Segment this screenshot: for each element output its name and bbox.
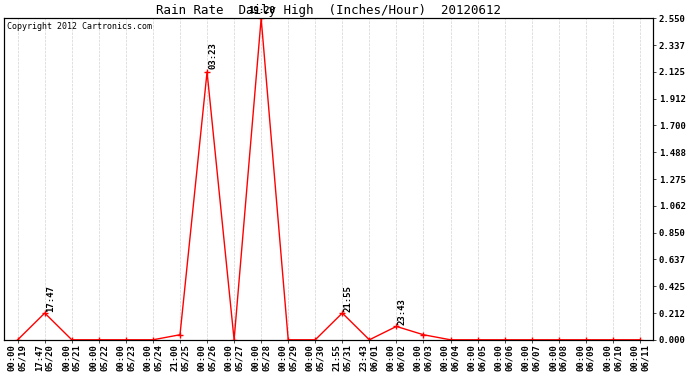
Text: 19:28: 19:28	[248, 6, 275, 15]
Text: 17:47: 17:47	[46, 285, 55, 312]
Text: 03:23: 03:23	[208, 42, 217, 69]
Text: 21:55: 21:55	[344, 285, 353, 312]
Text: 23:43: 23:43	[397, 298, 407, 325]
Title: Rain Rate  Daily High  (Inches/Hour)  20120612: Rain Rate Daily High (Inches/Hour) 20120…	[156, 4, 501, 17]
Text: Copyright 2012 Cartronics.com: Copyright 2012 Cartronics.com	[8, 21, 152, 30]
